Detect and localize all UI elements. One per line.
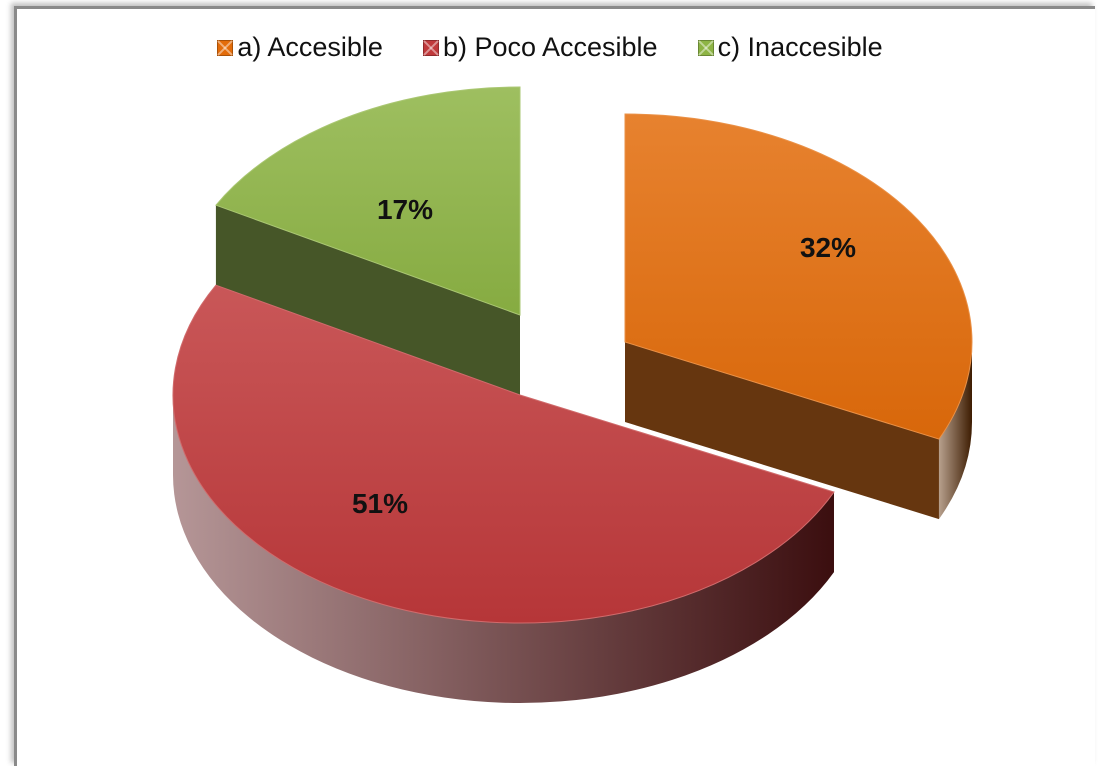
chart-legend: a) Accesible b) Poco Accesible c) Inacce… xyxy=(0,32,1100,63)
pie-slice-accesible-edge xyxy=(938,342,972,520)
data-label-poco-accesible: 51% xyxy=(352,488,408,519)
legend-item-accesible: a) Accesible xyxy=(217,32,383,63)
legend-swatch-accesible xyxy=(217,39,234,56)
legend-label-accesible: a) Accesible xyxy=(237,32,383,62)
data-label-accesible: 32% xyxy=(800,232,856,263)
data-label-inaccesible: 17% xyxy=(377,194,433,225)
pie-slice-poco-accesible xyxy=(172,284,835,704)
pie-slice-poco-accesible-edge xyxy=(173,395,834,704)
pie-slice-inaccesible-wall xyxy=(215,205,521,395)
legend-label-inaccesible: c) Inaccesible xyxy=(717,32,883,62)
pie-slice-accesible-top xyxy=(624,113,973,440)
legend-item-inaccesible: c) Inaccesible xyxy=(697,32,883,63)
pie-slice-accesible-wall xyxy=(625,342,939,520)
pie-slice-inaccesible-top xyxy=(215,86,521,316)
legend-swatch-poco-accesible xyxy=(422,39,439,56)
legend-swatch-inaccesible xyxy=(697,39,714,56)
pie-slice-accesible xyxy=(624,113,973,520)
pie-slice-inaccesible xyxy=(215,86,521,395)
pie-slice-poco-accesible-top xyxy=(172,284,835,624)
legend-item-poco-accesible: b) Poco Accesible xyxy=(422,32,658,63)
legend-label-poco-accesible: b) Poco Accesible xyxy=(442,32,658,62)
